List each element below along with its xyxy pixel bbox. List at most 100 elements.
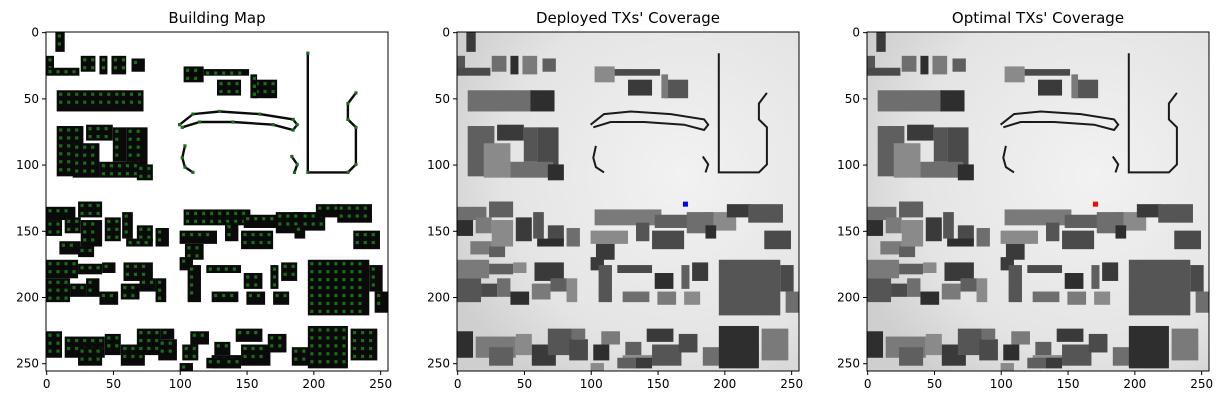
building (542, 58, 556, 72)
grid-dot (115, 137, 119, 141)
grid-dot (107, 219, 111, 223)
grid-dot (72, 285, 76, 290)
building (475, 217, 492, 234)
structure-outline (1111, 155, 1120, 173)
building (86, 278, 100, 297)
grid-dot (136, 240, 140, 245)
grid-dot (113, 66, 118, 70)
building (899, 246, 916, 258)
grid-dot (83, 222, 87, 226)
grid-dot (243, 240, 247, 245)
grid-dot (283, 293, 287, 298)
building (590, 230, 628, 244)
plot-area (46, 32, 388, 371)
building (940, 90, 965, 112)
axes-frame (456, 31, 800, 372)
grid-dot (67, 136, 71, 140)
building (932, 55, 948, 75)
grid-dot (346, 101, 350, 106)
building (893, 143, 921, 178)
building (1071, 74, 1079, 99)
building (598, 265, 612, 303)
building (206, 357, 226, 369)
building (203, 69, 250, 76)
grid-dot (96, 127, 100, 131)
grid-dot (83, 338, 87, 343)
grid-dot (75, 169, 79, 173)
grid-dot (238, 330, 242, 335)
grid-dot (124, 214, 128, 218)
building (877, 90, 942, 112)
building (1027, 357, 1047, 369)
grid-dot (128, 137, 132, 141)
y-tick-label: 50 (435, 92, 450, 106)
grid-dot (139, 227, 143, 231)
grid-dot (190, 291, 194, 295)
building (1158, 204, 1193, 223)
building (867, 55, 876, 75)
grid-dot (190, 267, 194, 271)
building (957, 225, 974, 242)
x-tick-label: 50 (517, 377, 532, 391)
building (46, 55, 55, 75)
grid-dot (80, 266, 84, 270)
grid-dot (125, 164, 130, 168)
grid-dot (291, 117, 295, 121)
grid-dot (139, 354, 143, 359)
grid-dot (91, 230, 95, 234)
building (594, 66, 615, 83)
building (481, 283, 498, 297)
building (867, 331, 884, 358)
grid-dot (64, 296, 68, 300)
grid-dot (88, 288, 92, 292)
grid-dot (101, 164, 106, 168)
grid-dot (302, 357, 306, 361)
building (64, 217, 81, 234)
grid-dot (115, 344, 119, 348)
building (522, 55, 538, 75)
grid-dot (75, 219, 79, 223)
grid-dot (88, 211, 92, 216)
grid-dot (88, 266, 92, 270)
grid-dot (48, 262, 52, 266)
building (899, 347, 924, 366)
grid-dot (214, 71, 218, 75)
building (1115, 225, 1127, 239)
grid-dot (128, 129, 132, 133)
grid-dot (334, 344, 338, 348)
grid-dot (334, 301, 338, 306)
building (1062, 230, 1095, 250)
building (726, 204, 751, 218)
grid-dot (180, 125, 184, 129)
grid-dot (115, 235, 119, 239)
grid-dot (64, 288, 68, 292)
grid-dot (358, 278, 362, 282)
grid-dot (83, 58, 87, 62)
y-tick-label: 150 (837, 224, 860, 238)
grid-dot (131, 285, 135, 290)
grid-dot (141, 264, 146, 268)
building (489, 263, 514, 275)
grid-dot (139, 330, 143, 335)
y-tick-label: 100 (427, 158, 450, 172)
grid-dot (219, 89, 223, 94)
grid-dot (56, 209, 60, 213)
grid-dot (133, 164, 138, 168)
grid-dot (350, 285, 354, 290)
grid-dot (91, 169, 95, 173)
building (136, 164, 153, 181)
structure-outline (1002, 145, 1015, 174)
grid-dot (286, 222, 290, 226)
grid-dot (218, 109, 222, 114)
building (636, 357, 653, 369)
building (628, 79, 653, 96)
grid-dot (160, 341, 164, 345)
building (1038, 79, 1063, 96)
building (1027, 265, 1063, 274)
building (1046, 357, 1063, 369)
grid-dot (358, 285, 362, 290)
grid-dot (251, 354, 255, 359)
grid-dot (121, 66, 126, 70)
grid-dot (107, 235, 111, 239)
